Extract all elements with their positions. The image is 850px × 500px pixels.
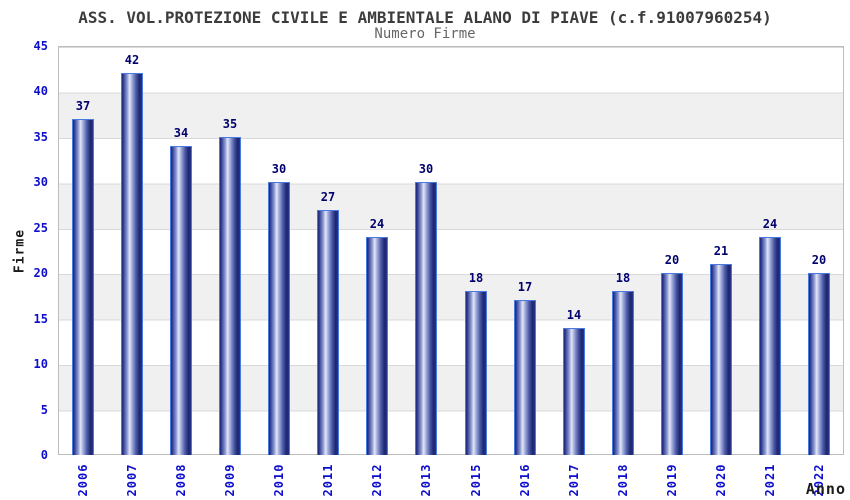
bar-2006 [72, 119, 94, 455]
bar-value-label: 42 [124, 53, 140, 67]
y-tick-label: 15 [33, 311, 48, 326]
bar-value-label: 21 [713, 244, 729, 258]
bar-2012 [366, 237, 388, 455]
bar-2018 [612, 291, 634, 455]
chart-title: ASS. VOL.PROTEZIONE CIVILE E AMBIENTALE … [78, 8, 772, 27]
chart-subtitle: Numero Firme [374, 26, 476, 42]
x-tick-label: 2009 [223, 463, 237, 497]
bar-value-label: 30 [418, 162, 434, 176]
y-tick-label: 0 [40, 448, 48, 462]
bar-2013 [415, 182, 437, 455]
bar-value-label: 27 [320, 190, 336, 204]
x-tick-label: 2015 [469, 463, 483, 497]
y-tick-label: 5 [40, 402, 48, 417]
x-tick-label: 2008 [174, 463, 188, 497]
x-tick-label: 2019 [665, 463, 679, 497]
x-tick-label: 2006 [76, 463, 90, 497]
x-axis-title: Anno [805, 480, 846, 498]
bar-value-label: 24 [369, 217, 385, 231]
y-tick-label: 45 [33, 39, 48, 53]
x-tick-label: 2012 [370, 463, 384, 497]
bar-2019 [661, 273, 683, 455]
bar-value-label: 14 [566, 308, 582, 322]
bar-value-label: 18 [615, 271, 631, 285]
bar-2021 [759, 237, 781, 455]
bar-2010 [268, 182, 290, 455]
x-tick-label: 2013 [419, 463, 433, 497]
bar-value-label: 18 [468, 271, 484, 285]
bar-2011 [317, 210, 339, 455]
bar-value-label: 17 [517, 280, 533, 294]
bar-value-label: 20 [664, 253, 680, 267]
bar-value-label: 34 [173, 126, 189, 140]
y-axis-title: Firme [12, 228, 28, 274]
bar-2022 [808, 273, 830, 455]
bar-2016 [514, 300, 536, 455]
bar-2009 [219, 137, 241, 455]
x-tick-label: 2007 [125, 463, 139, 497]
x-tick-label: 2011 [321, 463, 335, 497]
bar-2008 [170, 146, 192, 455]
bar-value-label: 24 [762, 217, 778, 231]
bar-value-label: 37 [75, 99, 91, 113]
y-tick-label: 25 [33, 220, 48, 235]
y-tick-label: 30 [33, 175, 48, 190]
x-tick-label: 2020 [714, 463, 728, 497]
bar-2020 [710, 264, 732, 455]
bar-value-label: 35 [222, 117, 238, 131]
bar-2015 [465, 291, 487, 455]
bar-value-label: 20 [811, 253, 827, 267]
x-tick-label: 2016 [518, 463, 532, 497]
y-tick-label: 10 [33, 357, 48, 372]
x-tick-label: 2010 [272, 463, 286, 497]
bar-value-label: 30 [271, 162, 287, 176]
y-tick-label: 40 [33, 84, 48, 99]
bar-2017 [563, 328, 585, 455]
y-tick-label: 35 [33, 129, 48, 144]
x-tick-label: 2018 [616, 463, 630, 497]
x-tick-label: 2021 [763, 463, 777, 497]
x-tick-label: 2017 [567, 463, 581, 497]
y-tick-label: 20 [33, 266, 48, 281]
bar-2007 [121, 73, 143, 455]
